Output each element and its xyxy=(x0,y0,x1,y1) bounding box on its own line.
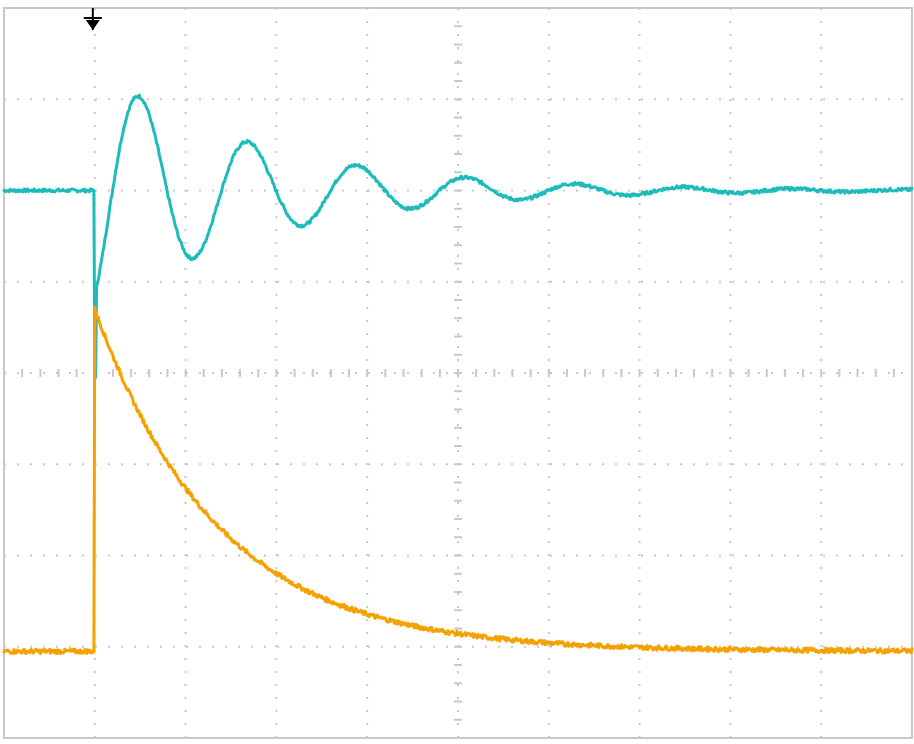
trace-channel-2 xyxy=(2,305,914,656)
traces xyxy=(2,93,914,656)
trace-channel-1 xyxy=(2,93,914,381)
markers xyxy=(83,8,102,30)
trigger-arrow-head xyxy=(85,20,100,30)
graticule xyxy=(3,7,913,739)
trigger-arrow-icon xyxy=(83,8,102,30)
